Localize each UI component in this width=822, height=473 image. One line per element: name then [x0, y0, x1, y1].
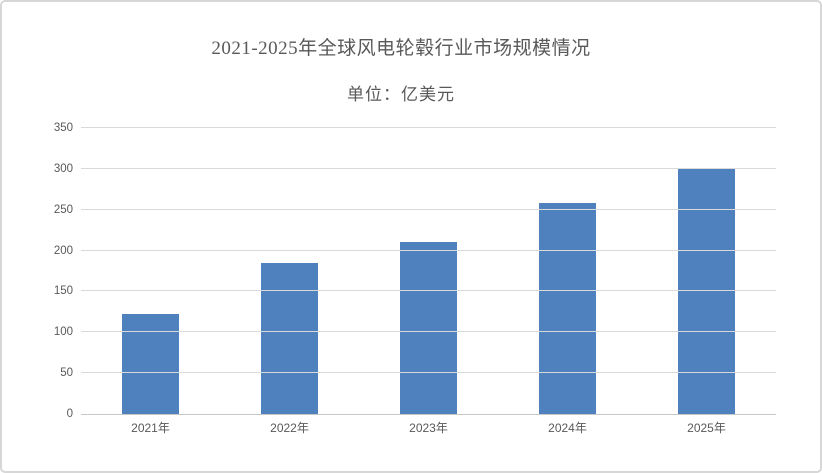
gridline-150 [81, 290, 776, 292]
bar-slot-2023年 [359, 128, 498, 414]
y-tick-label-300: 300 [53, 162, 73, 175]
y-tick-label-0: 0 [66, 408, 73, 420]
gridline-300 [81, 167, 776, 169]
bar-2025年 [678, 168, 735, 414]
y-tick-label-150: 150 [53, 285, 73, 298]
bar-slot-2022年 [220, 128, 359, 414]
y-tick-label-100: 100 [53, 326, 73, 339]
gridline-350 [81, 127, 776, 128]
plot-area [81, 127, 776, 415]
gridline-100 [81, 331, 776, 333]
bar-slot-2024年 [498, 128, 637, 414]
bar-2021年 [122, 314, 179, 414]
bar-2024年 [539, 203, 596, 414]
y-tick-label-350: 350 [53, 122, 73, 134]
chart-title: 2021-2025年全球风电轮毂行业市场规模情况 [211, 38, 591, 59]
gridline-250 [81, 208, 776, 210]
gridline-200 [81, 249, 776, 251]
bars-row [81, 128, 776, 414]
y-tick-label-50: 50 [60, 367, 73, 380]
x-tick-label-2023年: 2023年 [409, 421, 448, 435]
bar-slot-2025年 [637, 128, 776, 414]
x-axis: 2021年 2022年 2023年 2024年 2025年 [81, 421, 776, 436]
x-tick-label-2024年: 2024年 [548, 421, 587, 435]
y-tick-label-250: 250 [53, 203, 73, 216]
bar-2023年 [400, 242, 457, 414]
bar-2022年 [261, 262, 318, 414]
x-tick-label-2021年: 2021年 [131, 421, 170, 435]
y-tick-label-200: 200 [53, 244, 73, 257]
bar-slot-2021年 [81, 128, 220, 414]
x-tick-label-2022年: 2022年 [270, 421, 309, 435]
y-axis: 0 50 100 150 200 250 300 350 [2, 122, 73, 420]
x-tick-label-2025年: 2025年 [687, 421, 726, 435]
chart-unit-subtitle: 单位：亿美元 [347, 85, 455, 104]
gridline-50 [81, 372, 776, 374]
